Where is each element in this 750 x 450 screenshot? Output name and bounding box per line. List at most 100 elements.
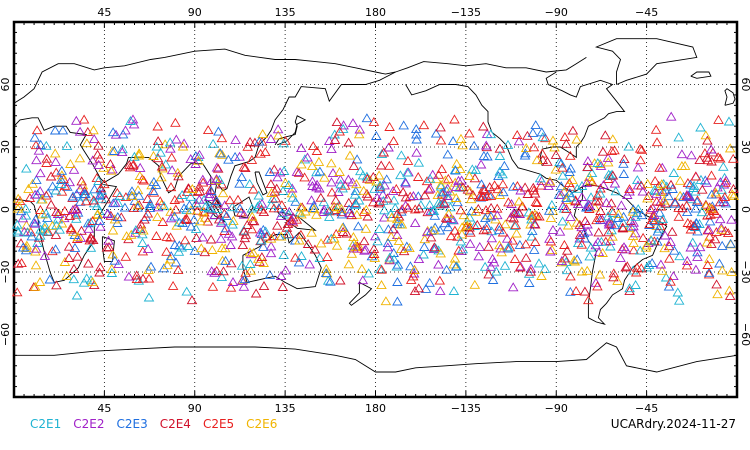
observation-triangle: [692, 247, 703, 257]
observation-triangle: [296, 143, 307, 153]
observation-triangle: [450, 165, 461, 175]
observation-triangle: [706, 170, 717, 180]
observation-triangle: [549, 142, 560, 152]
observation-triangle: [293, 167, 305, 177]
observation-triangle: [358, 236, 370, 246]
observation-triangle: [374, 181, 386, 191]
observation-triangle: [124, 162, 136, 172]
observation-triangle: [237, 275, 248, 285]
observation-triangle: [712, 152, 724, 162]
observation-triangle: [109, 255, 121, 265]
bottom-lon-label: −135: [451, 402, 481, 415]
observation-triangle: [468, 140, 480, 150]
observation-triangle: [199, 202, 211, 211]
observation-triangle: [570, 285, 582, 295]
observation-triangle: [338, 120, 349, 130]
observation-triangle: [74, 153, 86, 163]
observation-triangle: [337, 222, 348, 232]
observation-triangle: [172, 265, 184, 275]
observation-triangle: [41, 140, 52, 150]
map-canvas: 45 90 135 180 −135 −90 −45 45 90 135 180 −135 −90 −45…: [0, 6, 750, 415]
observation-triangle: [609, 220, 621, 230]
observation-triangle: [217, 216, 228, 226]
observation-triangle: [653, 223, 665, 233]
right-lat-label: −30: [739, 260, 750, 283]
observation-triangle: [480, 140, 492, 150]
observation-triangle: [125, 116, 136, 125]
observation-triangle: [727, 153, 739, 163]
observation-triangle: [581, 265, 593, 275]
observation-triangle: [598, 180, 609, 190]
observation-triangle: [299, 172, 310, 182]
observation-triangle: [630, 228, 641, 238]
observation-triangle: [366, 251, 378, 261]
observation-triangle: [656, 179, 668, 189]
observation-triangle: [704, 253, 715, 263]
observation-triangle: [21, 163, 32, 173]
observation-triangle: [156, 161, 168, 171]
observation-triangle: [374, 263, 386, 273]
observation-triangle: [142, 243, 154, 253]
observation-triangle: [464, 128, 475, 138]
observation-triangle: [664, 253, 675, 263]
observation-triangle: [705, 209, 716, 219]
observation-triangle: [133, 275, 145, 285]
observation-triangle: [455, 205, 467, 215]
observation-triangle: [88, 125, 99, 135]
observation-triangle: [217, 188, 229, 198]
observation-triangle: [382, 193, 393, 203]
observation-triangle: [181, 286, 192, 296]
observation-triangle: [78, 277, 90, 287]
observation-triangle: [714, 153, 726, 163]
observation-triangle: [582, 156, 594, 165]
observation-triangle: [16, 258, 27, 268]
observation-triangle: [398, 246, 410, 256]
observation-triangle: [29, 189, 41, 199]
observation-triangle: [103, 235, 114, 245]
observation-triangle: [636, 210, 648, 220]
observation-triangle: [74, 126, 86, 136]
observation-triangle: [92, 149, 103, 159]
observation-triangle: [354, 124, 366, 134]
observation-triangle: [152, 202, 164, 212]
observation-triangle: [81, 273, 92, 283]
observation-triangle: [634, 143, 646, 153]
observation-triangle: [491, 266, 502, 276]
observation-triangle: [205, 234, 217, 244]
observation-triangle: [291, 166, 303, 176]
observation-triangle: [469, 279, 481, 289]
observation-triangle: [161, 231, 173, 241]
observation-triangle: [143, 273, 155, 283]
observation-triangle: [499, 260, 511, 270]
observation-triangle: [130, 225, 142, 235]
observation-triangle: [716, 224, 727, 234]
observation-triangle: [457, 182, 469, 192]
top-lon-label: −90: [545, 6, 568, 19]
observation-triangle: [572, 183, 583, 193]
observation-triangle: [61, 270, 73, 280]
observation-triangle: [581, 177, 593, 187]
bottom-lon-label: −45: [635, 402, 658, 415]
observation-triangle: [107, 164, 118, 174]
observation-triangle: [392, 259, 404, 269]
observation-triangle: [716, 184, 727, 194]
observation-triangle: [527, 127, 539, 137]
observation-triangle: [246, 154, 258, 164]
observation-triangle: [576, 191, 588, 201]
observation-triangle: [82, 218, 94, 228]
observation-triangle: [583, 295, 594, 305]
observation-triangle: [362, 211, 373, 221]
observation-triangle: [387, 224, 399, 234]
legend-item-c2e5: C2E5: [202, 417, 235, 431]
observation-triangle: [583, 199, 594, 209]
observation-triangle: [143, 292, 155, 302]
observation-triangle: [526, 214, 537, 224]
observation-triangle: [12, 227, 24, 237]
observation-triangle: [17, 213, 29, 223]
observation-triangle: [440, 175, 451, 185]
observation-triangle: [151, 141, 162, 151]
observation-triangle: [542, 156, 553, 166]
tick-marks: [13, 21, 738, 398]
observation-triangle: [217, 149, 228, 159]
observation-triangle: [595, 160, 607, 170]
